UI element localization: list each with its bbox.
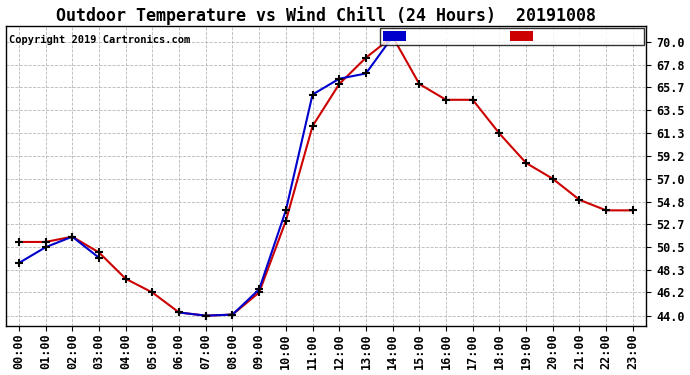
Legend: Wind Chill (°F), Temperature (°F): Wind Chill (°F), Temperature (°F) <box>380 28 644 45</box>
Text: Copyright 2019 Cartronics.com: Copyright 2019 Cartronics.com <box>9 35 190 45</box>
Title: Outdoor Temperature vs Wind Chill (24 Hours)  20191008: Outdoor Temperature vs Wind Chill (24 Ho… <box>56 6 596 24</box>
